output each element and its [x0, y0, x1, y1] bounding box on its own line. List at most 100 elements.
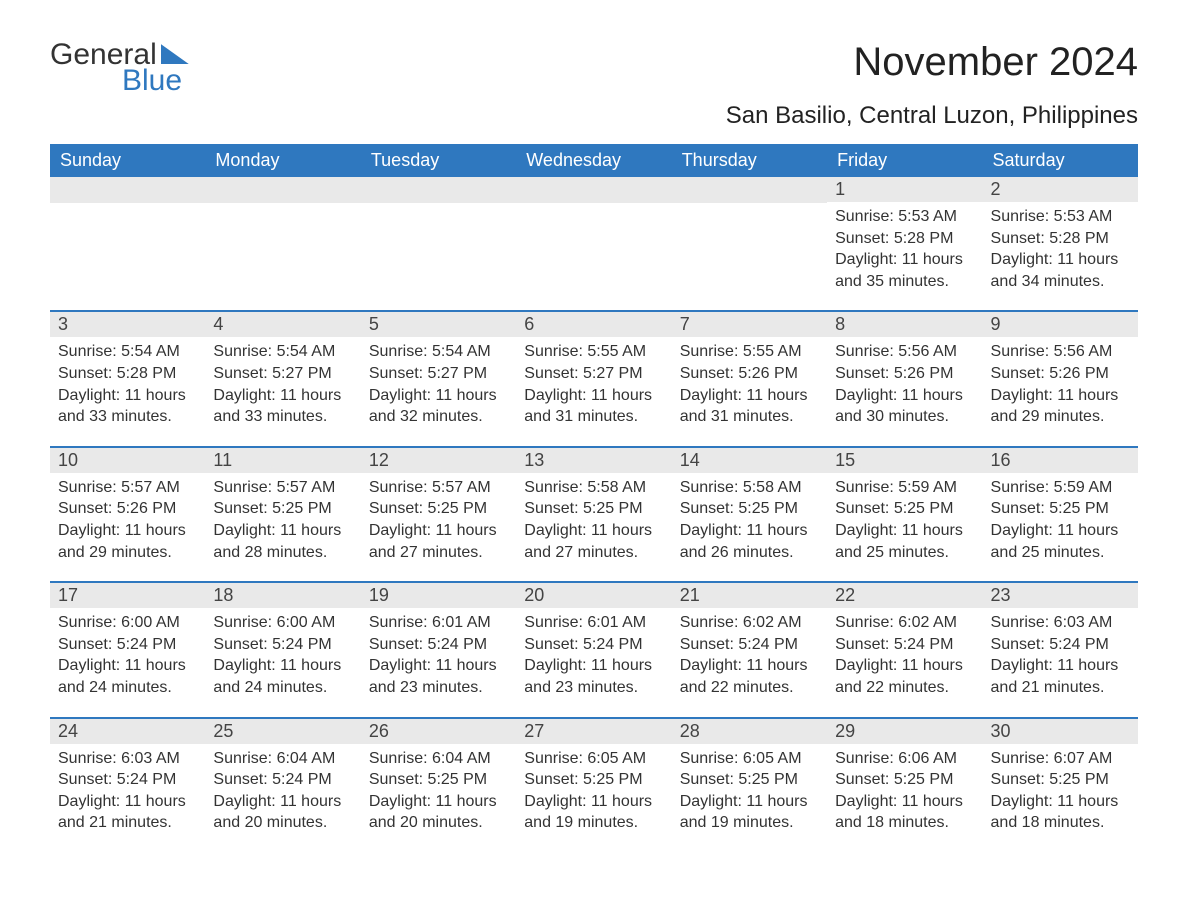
sunrise-text: Sunrise: 5:56 AM [991, 341, 1130, 363]
day-number: 7 [672, 312, 827, 337]
day-details: Sunrise: 6:03 AMSunset: 5:24 PMDaylight:… [983, 608, 1138, 698]
calendar-day-cell [516, 177, 671, 311]
sunset-text: Sunset: 5:25 PM [524, 769, 663, 791]
daylight-text: Daylight: 11 hours and 18 minutes. [991, 791, 1130, 834]
calendar-day-cell [361, 177, 516, 311]
day-details: Sunrise: 6:05 AMSunset: 5:25 PMDaylight:… [516, 744, 671, 834]
daylight-text: Daylight: 11 hours and 27 minutes. [369, 520, 508, 563]
calendar-day-cell: 12Sunrise: 5:57 AMSunset: 5:25 PMDayligh… [361, 447, 516, 582]
sunset-text: Sunset: 5:24 PM [369, 634, 508, 656]
logo-sail-icon [161, 44, 189, 64]
sunrise-text: Sunrise: 6:01 AM [369, 612, 508, 634]
calendar-day-cell: 9Sunrise: 5:56 AMSunset: 5:26 PMDaylight… [983, 311, 1138, 446]
sunset-text: Sunset: 5:27 PM [213, 363, 352, 385]
calendar-body: 1Sunrise: 5:53 AMSunset: 5:28 PMDaylight… [50, 177, 1138, 852]
sunset-text: Sunset: 5:24 PM [213, 634, 352, 656]
calendar-table: SundayMondayTuesdayWednesdayThursdayFrid… [50, 144, 1138, 852]
daylight-text: Daylight: 11 hours and 33 minutes. [213, 385, 352, 428]
sunrise-text: Sunrise: 5:56 AM [835, 341, 974, 363]
sunrise-text: Sunrise: 5:57 AM [369, 477, 508, 499]
calendar-day-cell: 14Sunrise: 5:58 AMSunset: 5:25 PMDayligh… [672, 447, 827, 582]
sunrise-text: Sunrise: 5:53 AM [835, 206, 974, 228]
sunrise-text: Sunrise: 6:03 AM [58, 748, 197, 770]
calendar-day-cell: 13Sunrise: 5:58 AMSunset: 5:25 PMDayligh… [516, 447, 671, 582]
daylight-text: Daylight: 11 hours and 24 minutes. [58, 655, 197, 698]
calendar-day-cell: 7Sunrise: 5:55 AMSunset: 5:26 PMDaylight… [672, 311, 827, 446]
day-details: Sunrise: 6:07 AMSunset: 5:25 PMDaylight:… [983, 744, 1138, 834]
daylight-text: Daylight: 11 hours and 21 minutes. [991, 655, 1130, 698]
day-number: 11 [205, 448, 360, 473]
sunset-text: Sunset: 5:28 PM [835, 228, 974, 250]
day-details: Sunrise: 6:06 AMSunset: 5:25 PMDaylight:… [827, 744, 982, 834]
day-details: Sunrise: 6:01 AMSunset: 5:24 PMDaylight:… [361, 608, 516, 698]
calendar-week: 10Sunrise: 5:57 AMSunset: 5:26 PMDayligh… [50, 447, 1138, 582]
day-number: 16 [983, 448, 1138, 473]
day-details: Sunrise: 6:04 AMSunset: 5:25 PMDaylight:… [361, 744, 516, 834]
day-number: 12 [361, 448, 516, 473]
sunset-text: Sunset: 5:25 PM [991, 769, 1130, 791]
sunrise-text: Sunrise: 5:59 AM [835, 477, 974, 499]
sunset-text: Sunset: 5:25 PM [369, 769, 508, 791]
sunset-text: Sunset: 5:24 PM [680, 634, 819, 656]
sunset-text: Sunset: 5:25 PM [524, 498, 663, 520]
day-details: Sunrise: 5:55 AMSunset: 5:27 PMDaylight:… [516, 337, 671, 427]
sunrise-text: Sunrise: 5:58 AM [680, 477, 819, 499]
daylight-text: Daylight: 11 hours and 19 minutes. [680, 791, 819, 834]
day-number: 28 [672, 719, 827, 744]
sunset-text: Sunset: 5:25 PM [369, 498, 508, 520]
daylight-text: Daylight: 11 hours and 31 minutes. [680, 385, 819, 428]
daylight-text: Daylight: 11 hours and 20 minutes. [213, 791, 352, 834]
daylight-text: Daylight: 11 hours and 29 minutes. [58, 520, 197, 563]
weekday-header-row: SundayMondayTuesdayWednesdayThursdayFrid… [50, 144, 1138, 177]
sunset-text: Sunset: 5:25 PM [835, 498, 974, 520]
calendar-day-cell: 11 Sunrise: 5:57 AMSunset: 5:25 PMDayligh… [205, 447, 360, 582]
day-details: Sunrise: 5:55 AMSunset: 5:26 PMDaylight:… [672, 337, 827, 427]
sunrise-text: Sunrise: 5:54 AM [58, 341, 197, 363]
sunset-text: Sunset: 5:25 PM [680, 498, 819, 520]
day-number: 8 [827, 312, 982, 337]
daylight-text: Daylight: 11 hours and 34 minutes. [991, 249, 1130, 292]
weekday-header: Thursday [672, 144, 827, 177]
sunrise-text: Sunrise: 6:01 AM [524, 612, 663, 634]
day-number: 25 [205, 719, 360, 744]
daylight-text: Daylight: 11 hours and 32 minutes. [369, 385, 508, 428]
day-number [205, 177, 360, 203]
day-number: 24 [50, 719, 205, 744]
sunset-text: Sunset: 5:26 PM [58, 498, 197, 520]
day-number: 22 [827, 583, 982, 608]
sunset-text: Sunset: 5:24 PM [991, 634, 1130, 656]
calendar-week: 24 Sunrise: 6:03 AMSunset: 5:24 PM Dayligh… [50, 718, 1138, 852]
daylight-text: Daylight: 11 hours and 30 minutes. [835, 385, 974, 428]
day-number: 19 [361, 583, 516, 608]
day-number: 17 [50, 583, 205, 608]
calendar-day-cell: 24Sunrise: 6:03 AMSunset: 5:24 PMDayligh… [50, 718, 205, 852]
header: General Blue November 2024 [50, 40, 1138, 96]
sunset-text: Sunset: 5:26 PM [680, 363, 819, 385]
daylight-text: Daylight: 11 hours and 27 minutes. [524, 520, 663, 563]
calendar-day-cell: 28Sunrise: 6:05 AMSunset: 5:25 PMDayligh… [672, 718, 827, 852]
daylight-text: Daylight: 11 hours and 31 minutes. [524, 385, 663, 428]
daylight-text: Daylight: 11 hours and 28 minutes. [213, 520, 352, 563]
calendar-day-cell: 15Sunrise: 5:59 AMSunset: 5:25 PMDayligh… [827, 447, 982, 582]
day-number: 18 [205, 583, 360, 608]
calendar-day-cell [205, 177, 360, 311]
sunset-text: Sunset: 5:24 PM [524, 634, 663, 656]
daylight-text: Daylight: 11 hours and 23 minutes. [524, 655, 663, 698]
sunrise-text: Sunrise: 6:05 AM [680, 748, 819, 770]
sunset-text: Sunset: 5:24 PM [58, 769, 197, 791]
calendar-day-cell: 22Sunrise: 6:02 AMSunset: 5:24 PMDayligh… [827, 582, 982, 717]
day-number: 9 [983, 312, 1138, 337]
day-number: 1 [827, 177, 982, 202]
day-number [672, 177, 827, 203]
daylight-text: Daylight: 11 hours and 22 minutes. [680, 655, 819, 698]
day-details: Sunrise: 5:54 AMSunset: 5:27 PMDaylight:… [205, 337, 360, 427]
calendar-day-cell: 26Sunrise: 6:04 AMSunset: 5:25 PMDayligh… [361, 718, 516, 852]
daylight-text: Daylight: 11 hours and 35 minutes. [835, 249, 974, 292]
sunrise-text: Sunrise: 5:57 AM [213, 477, 352, 499]
sunset-text: Sunset: 5:25 PM [213, 498, 352, 520]
day-details: Sunrise: 5:57 AMSunset: 5:25 PMDaylight:… [361, 473, 516, 563]
day-details: Sunrise: 6:00 AMSunset: 5:24 PMDaylight:… [50, 608, 205, 698]
calendar-week: 17Sunrise: 6:00 AMSunset: 5:24 PMDayligh… [50, 582, 1138, 717]
sunrise-text: Sunrise: 5:58 AM [524, 477, 663, 499]
sunset-text: Sunset: 5:24 PM [835, 634, 974, 656]
